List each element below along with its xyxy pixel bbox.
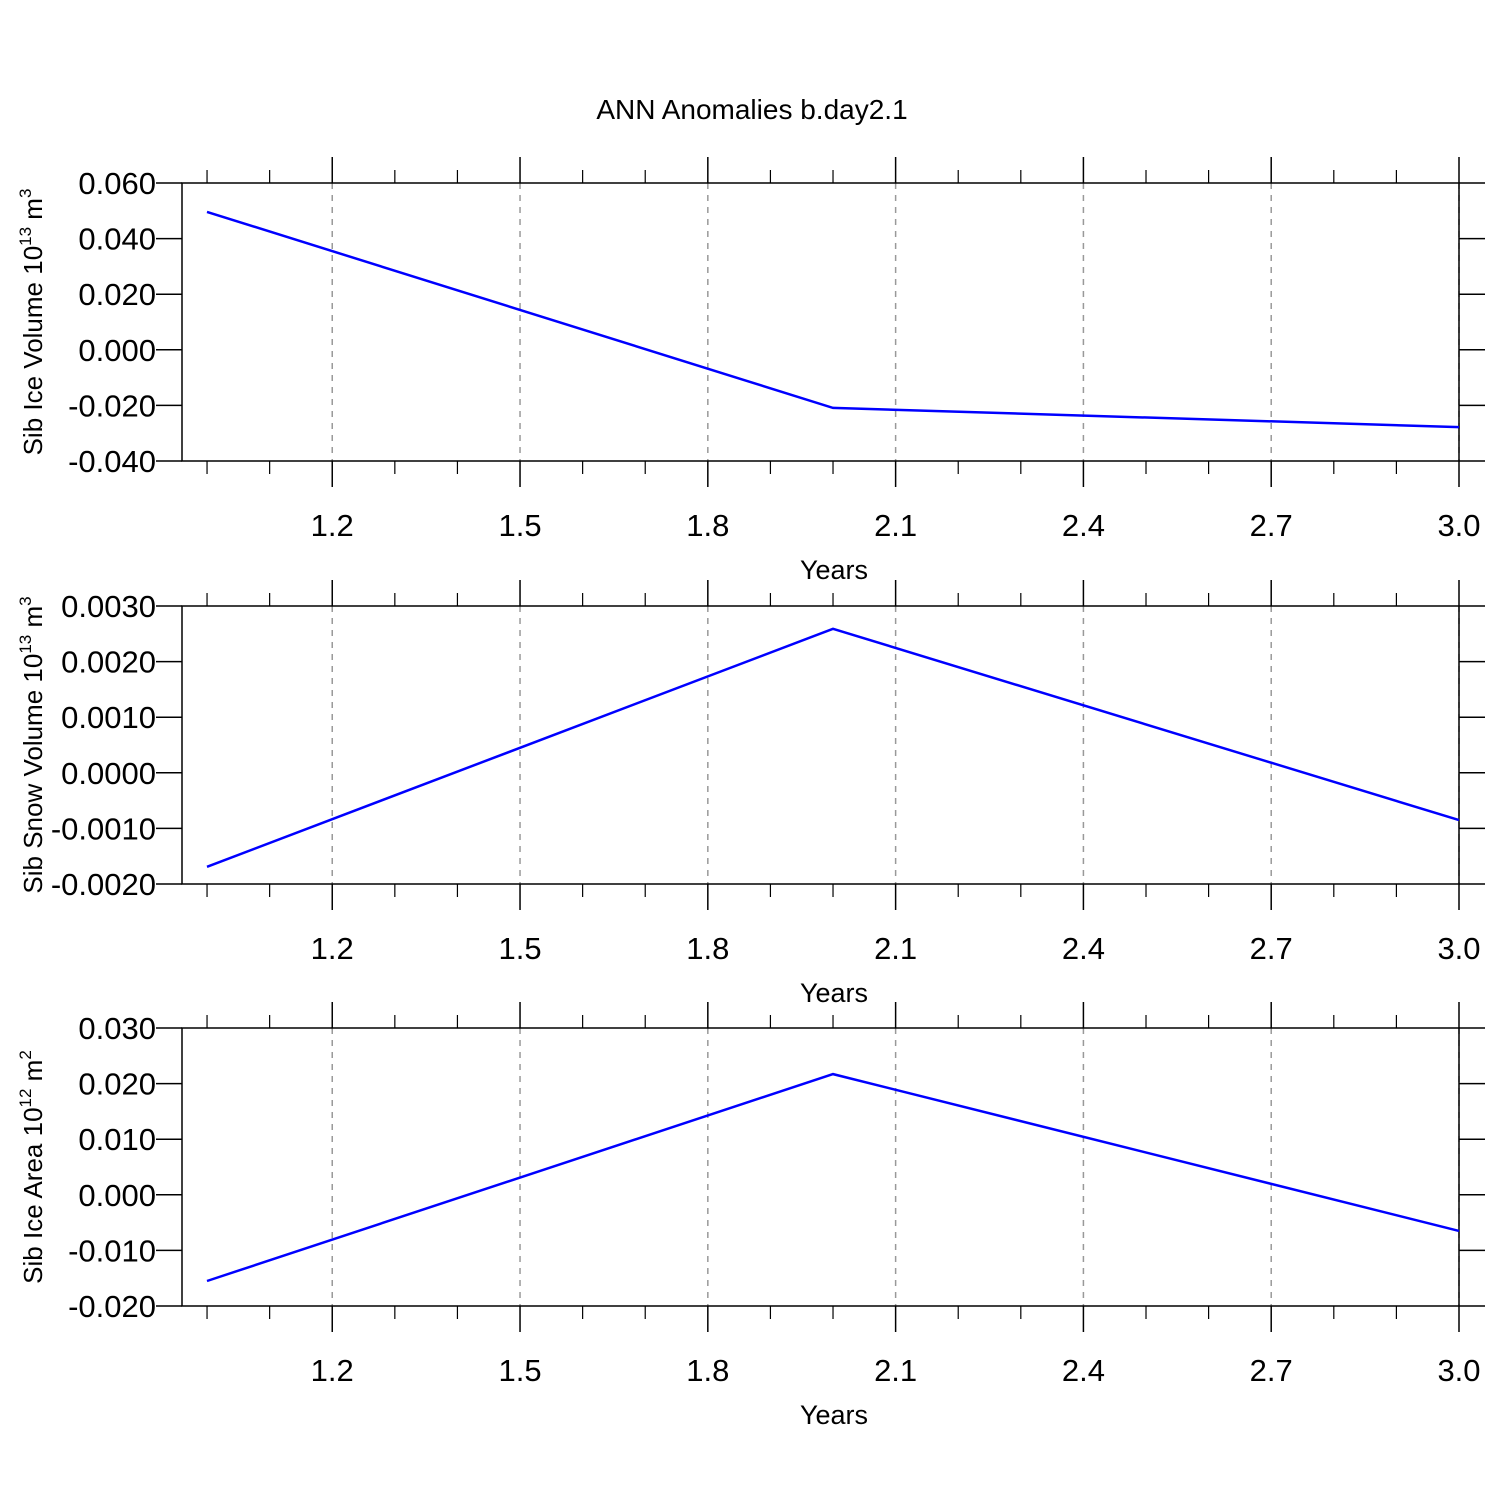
- y-tick-label: -0.020: [68, 1289, 156, 1324]
- y-tick-label: 0.0020: [61, 645, 156, 680]
- y-axis-label-part: m: [18, 1060, 48, 1089]
- x-tick-label: 2.1: [874, 508, 917, 543]
- data-line: [206, 627, 1460, 868]
- x-tick-label: 2.7: [1250, 1353, 1293, 1388]
- x-axis-label: Years: [800, 1400, 868, 1430]
- y-tick-label: 0.020: [78, 1067, 156, 1102]
- y-tick-label: 0.030: [78, 1011, 156, 1046]
- y-axis-label-exponent: 3: [16, 189, 35, 198]
- y-tick-label: 0.0030: [61, 589, 156, 624]
- x-tick-label: 1.2: [311, 931, 354, 966]
- data-line: [206, 210, 1460, 429]
- x-tick-label: 2.1: [874, 1353, 917, 1388]
- x-axis-label: Years: [800, 555, 868, 585]
- y-tick-label: 0.000: [78, 333, 156, 368]
- x-tick-label: 3.0: [1437, 508, 1480, 543]
- y-axis-label-part: m: [18, 606, 48, 635]
- chart-title: ANN Anomalies b.day2.1: [596, 94, 907, 125]
- x-tick-label: 2.4: [1062, 508, 1105, 543]
- y-axis-label-part: m: [18, 198, 48, 227]
- y-tick-label: -0.0010: [51, 811, 156, 846]
- y-tick-label: 0.010: [78, 1122, 156, 1157]
- x-tick-label: 1.5: [498, 508, 541, 543]
- y-tick-label: -0.0020: [51, 867, 156, 902]
- plot-frame: [181, 182, 1460, 462]
- y-tick-label: 0.020: [78, 277, 156, 312]
- y-tick-label: -0.040: [68, 444, 156, 479]
- y-axis-label-exponent: 12: [16, 1089, 35, 1108]
- x-tick-label: 1.2: [311, 1353, 354, 1388]
- x-tick-label: 1.8: [686, 508, 729, 543]
- x-tick-label: 2.7: [1250, 931, 1293, 966]
- plot-frame: [181, 1027, 1460, 1307]
- x-tick-label: 2.7: [1250, 508, 1293, 543]
- y-axis-label-exponent: 13: [16, 635, 35, 654]
- y-axis-label-part: Sib Ice Area 10: [18, 1107, 48, 1283]
- x-tick-label: 1.2: [311, 508, 354, 543]
- y-axis-label: Sib Snow Volume 1013 m3: [16, 596, 48, 893]
- x-tick-label: 2.1: [874, 931, 917, 966]
- plot-frame: [181, 605, 1460, 885]
- x-tick-label: 3.0: [1437, 931, 1480, 966]
- y-axis-label: Sib Ice Area 1012 m2: [16, 1050, 48, 1284]
- y-tick-label: -0.010: [68, 1233, 156, 1268]
- y-axis-label-exponent: 13: [16, 227, 35, 246]
- y-tick-label: 0.0010: [61, 700, 156, 735]
- y-axis-label-exponent: 2: [16, 1050, 35, 1059]
- x-tick-label: 2.4: [1062, 1353, 1105, 1388]
- x-axis-label: Years: [800, 978, 868, 1008]
- y-tick-label: -0.020: [68, 388, 156, 423]
- x-tick-label: 1.5: [498, 1353, 541, 1388]
- data-line: [206, 1072, 1460, 1283]
- y-axis-label-exponent: 3: [16, 596, 35, 605]
- y-axis-label: Sib Ice Volume 1013 m3: [16, 189, 48, 456]
- x-tick-label: 1.5: [498, 931, 541, 966]
- y-tick-label: 0.060: [78, 166, 156, 201]
- y-tick-label: 0.000: [78, 1178, 156, 1213]
- y-axis-label-part: Sib Snow Volume 10: [18, 654, 48, 894]
- y-tick-label: 0.0000: [61, 756, 156, 791]
- x-tick-label: 2.4: [1062, 931, 1105, 966]
- x-tick-label: 1.8: [686, 931, 729, 966]
- y-tick-label: 0.040: [78, 222, 156, 257]
- y-axis-label-part: Sib Ice Volume 10: [18, 246, 48, 456]
- x-tick-label: 1.8: [686, 1353, 729, 1388]
- x-tick-label: 3.0: [1437, 1353, 1480, 1388]
